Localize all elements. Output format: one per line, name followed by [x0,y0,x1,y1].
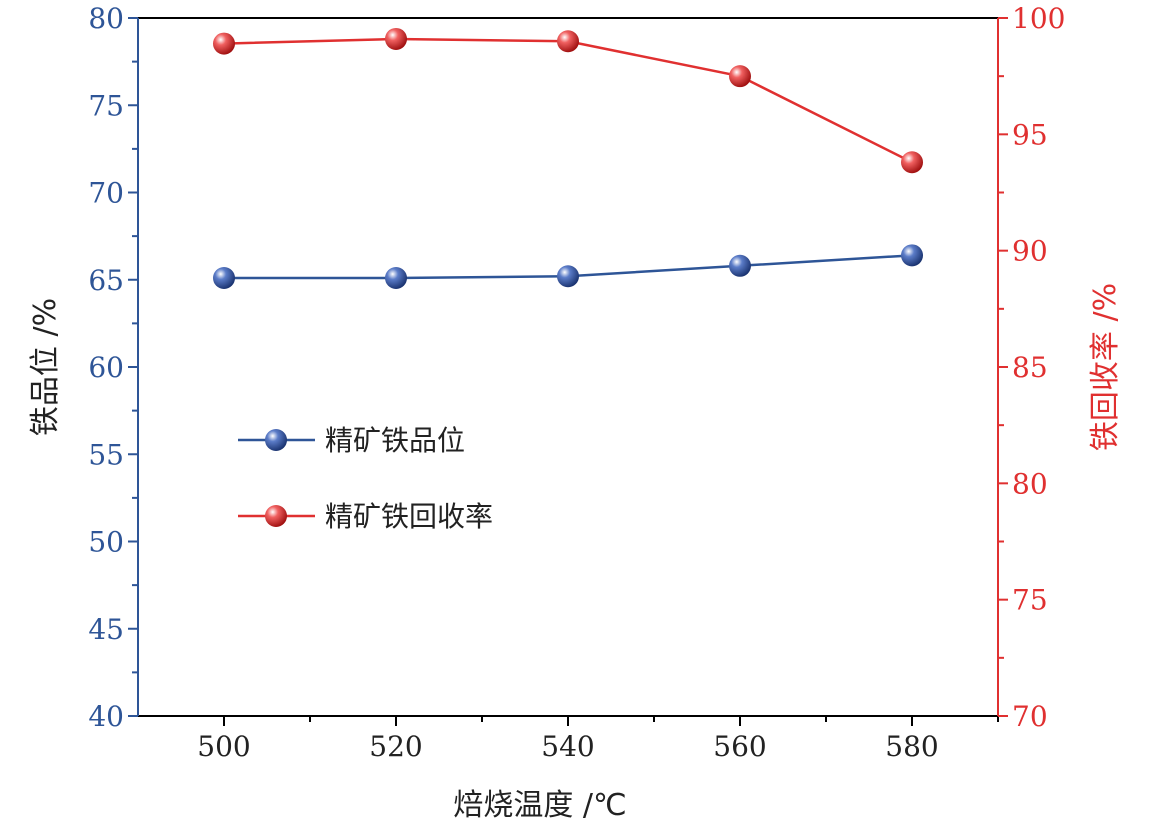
x-tick-label-580: 580 [885,730,938,763]
legend-item-grade: 精矿铁品位 [238,424,465,457]
x-tick-label-560: 560 [713,730,766,763]
point-recovery-500 [213,32,235,55]
y-left-tick-label-45: 45 [88,613,124,646]
point-recovery-560 [729,65,751,88]
y-left-tick-label-80: 80 [88,2,124,35]
y-left-axis-ticks: 40 45 50 55 60 65 70 75 80 [88,2,138,733]
point-grade-500 [213,267,235,290]
y-right-tick-label-95: 95 [1012,118,1048,151]
point-grade-520 [385,267,407,290]
y-left-tick-label-75: 75 [88,89,124,122]
y-right-tick-label-85: 85 [1012,351,1048,384]
x-axis-ticks: 500 520 540 560 580 [197,716,999,763]
series-layer [213,27,923,290]
point-recovery-520 [385,27,407,50]
legend-label-recovery: 精矿铁回收率 [325,500,493,533]
y-right-axis-ticks: 70 75 80 85 90 95 100 [998,2,1065,733]
y-right-tick-label-100: 100 [1012,2,1065,35]
point-recovery-540 [557,30,579,53]
x-tick-label-520: 520 [369,730,422,763]
y-left-axis-title: 铁品位 /% [28,298,63,436]
y-left-tick-label-65: 65 [88,264,124,297]
legend-item-recovery: 精矿铁回收率 [238,500,493,533]
x-axis-title: 焙烧温度 /℃ [453,788,626,823]
point-recovery-580 [901,151,923,174]
point-grade-540 [557,265,579,288]
legend-marker-recovery [265,505,287,527]
y-left-tick-label-60: 60 [88,351,124,384]
y-right-tick-label-80: 80 [1012,467,1048,500]
legend-marker-grade [265,429,287,451]
y-right-tick-label-90: 90 [1012,235,1048,268]
y-right-axis-title: 铁回收率 /% [1088,283,1123,451]
point-grade-580 [901,244,923,267]
legend: 精矿铁品位 精矿铁回收率 [238,424,493,533]
x-tick-label-540: 540 [541,730,594,763]
series-line-recovery [223,37,913,164]
y-right-tick-label-70: 70 [1012,700,1048,733]
y-right-tick-label-75: 75 [1012,584,1048,617]
legend-label-grade: 精矿铁品位 [325,424,465,457]
point-grade-560 [729,254,751,277]
y-left-tick-label-70: 70 [88,177,124,210]
y-left-tick-label-40: 40 [88,700,124,733]
x-tick-label-500: 500 [197,730,250,763]
y-left-tick-label-55: 55 [88,438,124,471]
y-left-tick-label-50: 50 [88,526,124,559]
